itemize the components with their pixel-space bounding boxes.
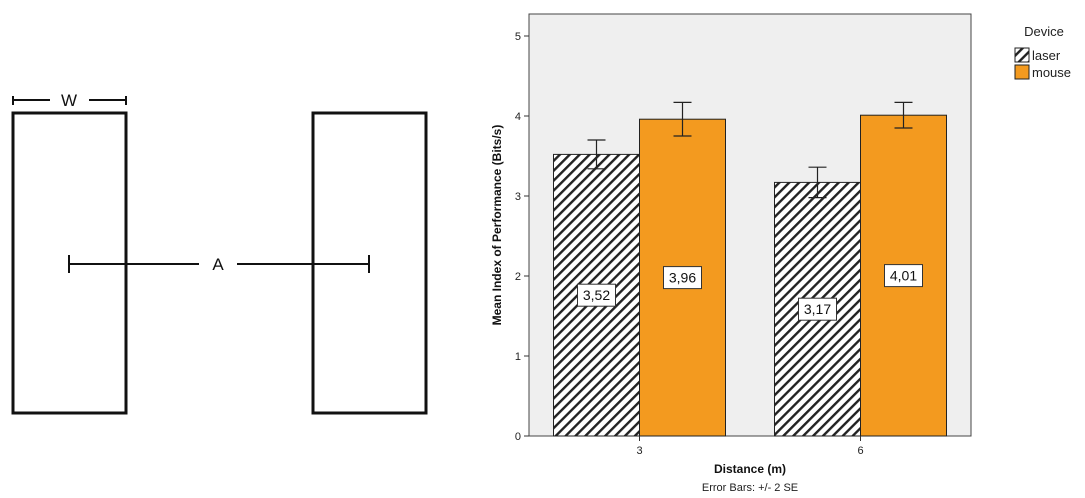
y-tick-label: 1 (515, 351, 521, 363)
y-tick-label: 3 (515, 191, 521, 203)
data-label-box (663, 266, 702, 290)
data-label-mouse-6: 4,01 (890, 268, 917, 284)
legend-swatch-laser (1014, 47, 1030, 63)
target-diagram: W A (11, 91, 428, 415)
y-tick-label: 2 (515, 271, 521, 283)
x-tick-label: 6 (857, 445, 863, 457)
amplitude-label: A (212, 255, 224, 274)
legend-label-laser: laser (1032, 48, 1061, 63)
x-axis-title: Distance (m) (714, 462, 786, 476)
y-tick-label: 5 (515, 31, 521, 43)
footnote: Error Bars: +/- 2 SE (702, 482, 798, 494)
legend-swatch-mouse (1014, 64, 1030, 80)
data-label-box (884, 264, 923, 288)
bars: 3,52 3,96 3,17 4,01 (553, 101, 947, 437)
data-label-box (798, 297, 837, 321)
legend: Device laser mouse (1014, 24, 1071, 80)
data-label-laser-6: 3,17 (804, 301, 831, 317)
data-label-laser-3: 3,52 (583, 287, 610, 303)
legend-title: Device (1024, 24, 1064, 39)
y-tick-label: 0 (515, 431, 521, 443)
data-label-box (577, 283, 616, 307)
data-label-mouse-3: 3,96 (669, 270, 696, 286)
y-tick-label: 4 (515, 111, 521, 123)
width-label: W (61, 91, 77, 110)
legend-label-mouse: mouse (1032, 65, 1071, 80)
x-tick-label: 3 (636, 445, 642, 457)
y-axis: 0 1 2 3 4 5 (515, 31, 529, 443)
y-axis-title: Mean Index of Performance (Bits/s) (490, 125, 504, 326)
